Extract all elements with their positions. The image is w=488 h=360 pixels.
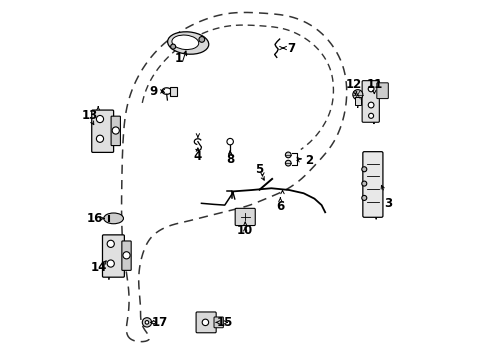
- Circle shape: [112, 127, 119, 134]
- Text: 9: 9: [149, 85, 157, 98]
- Text: 10: 10: [237, 224, 253, 237]
- Circle shape: [361, 167, 366, 172]
- Circle shape: [368, 113, 373, 118]
- Circle shape: [361, 181, 366, 186]
- Text: 13: 13: [81, 109, 98, 122]
- Text: 11: 11: [366, 78, 382, 91]
- Circle shape: [96, 135, 103, 142]
- Circle shape: [202, 319, 208, 325]
- Circle shape: [107, 240, 114, 247]
- Circle shape: [142, 318, 151, 327]
- Circle shape: [367, 102, 373, 108]
- Text: 1: 1: [175, 52, 183, 65]
- Circle shape: [367, 86, 373, 92]
- FancyBboxPatch shape: [102, 235, 124, 277]
- Circle shape: [170, 44, 175, 49]
- Circle shape: [285, 160, 290, 166]
- FancyBboxPatch shape: [214, 317, 223, 328]
- Circle shape: [199, 37, 204, 42]
- FancyBboxPatch shape: [362, 81, 379, 122]
- FancyBboxPatch shape: [362, 152, 382, 217]
- FancyBboxPatch shape: [196, 312, 216, 333]
- Circle shape: [352, 90, 362, 100]
- FancyBboxPatch shape: [235, 208, 255, 226]
- Text: 2: 2: [305, 154, 312, 167]
- FancyBboxPatch shape: [111, 116, 120, 145]
- Text: 6: 6: [276, 200, 284, 213]
- Text: 17: 17: [152, 316, 168, 329]
- Circle shape: [145, 320, 148, 324]
- Ellipse shape: [167, 32, 208, 54]
- Circle shape: [226, 138, 233, 145]
- Text: 5: 5: [254, 163, 263, 176]
- Text: 16: 16: [86, 212, 103, 225]
- Circle shape: [361, 195, 366, 201]
- Text: 3: 3: [383, 197, 391, 210]
- FancyBboxPatch shape: [354, 97, 360, 105]
- FancyBboxPatch shape: [92, 110, 113, 152]
- Ellipse shape: [103, 213, 123, 224]
- FancyBboxPatch shape: [376, 83, 387, 99]
- Circle shape: [122, 252, 130, 259]
- Text: 7: 7: [286, 41, 295, 54]
- Text: 12: 12: [345, 78, 361, 91]
- Circle shape: [285, 152, 290, 158]
- Text: 8: 8: [225, 153, 234, 166]
- FancyBboxPatch shape: [169, 87, 177, 96]
- Text: 15: 15: [216, 316, 232, 329]
- FancyBboxPatch shape: [122, 241, 131, 270]
- Circle shape: [96, 116, 103, 123]
- Text: 4: 4: [193, 150, 202, 163]
- Text: 14: 14: [91, 261, 107, 274]
- Circle shape: [107, 260, 114, 267]
- Ellipse shape: [172, 35, 198, 50]
